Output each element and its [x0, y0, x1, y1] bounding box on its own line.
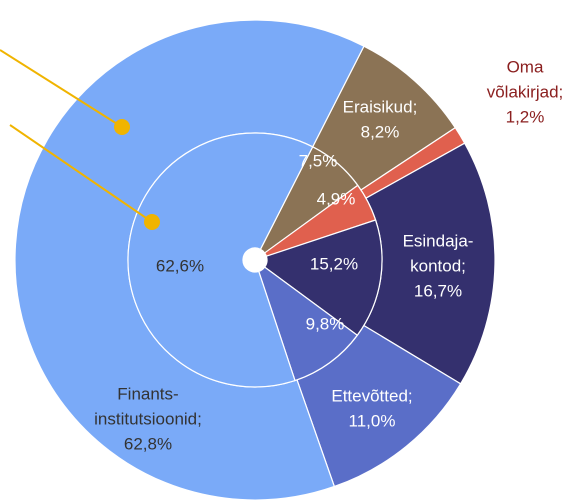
labels: Eraisikud; 8,2% 7,5% Oma võlakirjad; 1,2% 4,9%… — [94, 57, 563, 453]
pointer-dot — [144, 214, 160, 230]
value-label: 62,8% — [124, 434, 172, 453]
value-label: 11,0% — [349, 411, 396, 430]
value-label: 9,8% — [306, 314, 345, 333]
value-label: 8,2% — [361, 122, 400, 141]
pointer-dot — [114, 119, 130, 135]
category-label: Finants- — [117, 384, 178, 403]
pointer-line — [0, 49, 123, 128]
slice — [263, 219, 383, 337]
category-label: institutsioonid; — [94, 409, 202, 428]
value-label: 15,2% — [310, 254, 358, 273]
category-label: Oma — [507, 57, 544, 76]
category-label: Eraisikud; — [343, 97, 418, 116]
category-label: kontod; — [410, 256, 466, 275]
category-label: Esindaja- — [403, 231, 474, 250]
value-label: 4,9% — [317, 189, 356, 208]
value-label: 16,7% — [414, 281, 462, 300]
category-label: Ettevõtted; — [331, 386, 412, 405]
value-label: 7,5% — [299, 151, 338, 170]
value-label: 62,6% — [156, 256, 204, 275]
slice — [258, 266, 359, 382]
rings — [14, 19, 496, 500]
category-label: võlakirjad; — [487, 82, 564, 101]
pointer-line — [9, 124, 153, 223]
slice — [127, 132, 314, 388]
value-label: 1,2% — [506, 107, 545, 126]
